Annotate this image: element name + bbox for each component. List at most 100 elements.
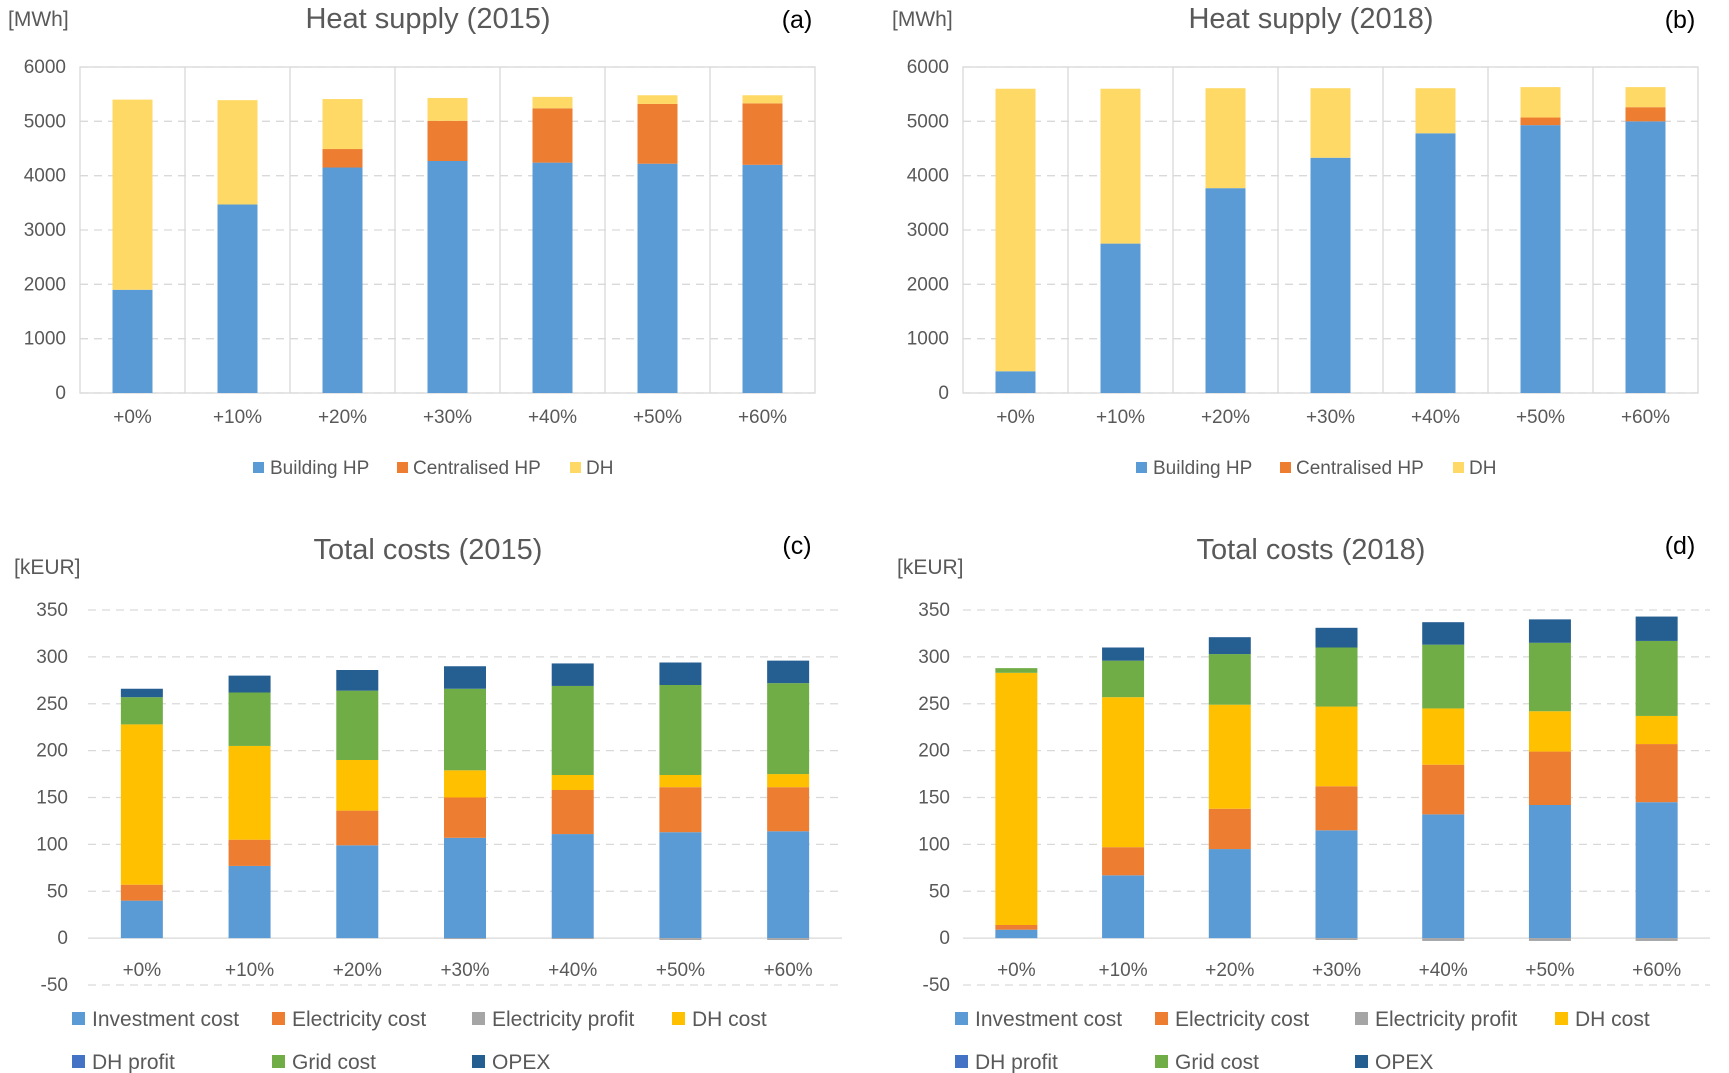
legend-item-electricity-cost: Electricity cost: [272, 1008, 426, 1031]
legend-item-centralised-hp: Centralised HP: [397, 458, 541, 479]
x-category-label: +0%: [996, 407, 1035, 428]
panel-a: [MWh] Heat supply (2015) (a) 0 1000 2000 30…: [8, 3, 816, 479]
bar-segment: [322, 99, 363, 150]
y-tick-label: 1000: [907, 329, 949, 350]
x-category-label: +10%: [1099, 960, 1148, 981]
bar-segment: [637, 163, 678, 393]
bar-segment: [659, 685, 702, 775]
legend-label: Electricity cost: [1175, 1008, 1309, 1031]
bar-segment: [120, 900, 163, 939]
x-category-label: +60%: [1632, 960, 1681, 981]
x-category-label: +30%: [1312, 960, 1361, 981]
bar-segment: [1315, 706, 1358, 787]
bar-segment: [120, 688, 163, 698]
y-tick-label: 150: [36, 788, 68, 809]
legend-label: Centralised HP: [413, 458, 541, 479]
x-category-label: +20%: [1201, 407, 1250, 428]
bar-segment: [228, 675, 271, 693]
y-tick-label: 0: [55, 383, 66, 404]
legend-label: DH cost: [1575, 1008, 1650, 1031]
bar-segment: [551, 790, 594, 835]
bar-segment: [444, 797, 486, 838]
bar-segment: [1315, 830, 1358, 939]
bar-segment: [1310, 88, 1351, 158]
bar-segment: [1528, 619, 1571, 643]
legend-item-building-hp: Building HP: [253, 458, 369, 479]
bar-segment: [228, 692, 271, 746]
panel-c: [kEUR] Total costs (2015) (c) -50 0 50 100 1…: [14, 532, 842, 1073]
x-category-label: +50%: [633, 407, 682, 428]
y-tick-label: 350: [36, 600, 68, 621]
bar-segment: [1315, 627, 1358, 648]
x-category-label: +20%: [1205, 960, 1254, 981]
x-category-label: +0%: [997, 960, 1036, 981]
bar-segment: [427, 160, 468, 393]
bar-segment: [1208, 808, 1251, 850]
bar-segment: [742, 164, 783, 393]
bar-segment: [1102, 697, 1145, 848]
bar-segment: [112, 99, 153, 290]
y-tick-label: 300: [918, 647, 950, 668]
y-tick-label: 50: [929, 881, 950, 902]
bar-segment: [767, 831, 810, 939]
x-category-label: +20%: [333, 960, 382, 981]
bar-segment: [217, 100, 258, 205]
y-tick-label: 0: [939, 928, 950, 949]
legend-swatch: [72, 1012, 85, 1025]
bar-segment: [1208, 849, 1251, 939]
bar-segment: [444, 770, 486, 798]
legend-item-dh-cost: DH cost: [672, 1008, 767, 1031]
legend-swatch: [472, 1055, 485, 1068]
bar-segment: [1208, 654, 1251, 705]
bar-segment: [1422, 814, 1465, 939]
panel-letter: (a): [782, 6, 813, 34]
legend-swatch: [1355, 1012, 1368, 1025]
legend: Investment cost Electricity cost Electri…: [955, 1008, 1650, 1073]
x-category-label: +30%: [440, 960, 489, 981]
bar-segment: [427, 120, 468, 161]
bar-segment: [1208, 704, 1251, 809]
panel-d: [kEUR] Total costs (2018) (d) -50 0 50 100 1…: [897, 532, 1710, 1073]
x-category-label: +20%: [318, 407, 367, 428]
legend-swatch: [272, 1012, 285, 1025]
chart-title: Heat supply (2015): [305, 3, 550, 35]
bar-segment: [1528, 751, 1571, 805]
bar-segment: [1102, 875, 1145, 939]
unit-label: [MWh]: [8, 8, 69, 31]
legend-label: Centralised HP: [1296, 458, 1424, 479]
bar-segment: [228, 839, 271, 866]
bar-segment: [1315, 938, 1358, 940]
legend-label: Grid cost: [1175, 1051, 1259, 1073]
unit-label: [MWh]: [892, 8, 953, 31]
bar-segment: [1635, 640, 1678, 716]
y-tick-label: 1000: [24, 329, 66, 350]
y-tick-label: 150: [918, 788, 950, 809]
bar-segment: [995, 371, 1036, 393]
x-category-label: +10%: [225, 960, 274, 981]
legend-label: DH: [586, 458, 613, 479]
x-category-label: +30%: [1306, 407, 1355, 428]
chart-title: Total costs (2018): [1197, 534, 1426, 566]
bar-segment: [551, 663, 594, 686]
legend-swatch: [955, 1055, 968, 1068]
legend-label: Electricity profit: [1375, 1008, 1518, 1031]
legend-label: Investment cost: [975, 1008, 1122, 1031]
x-category-label: +10%: [1096, 407, 1145, 428]
bar-segment: [551, 685, 594, 775]
legend-item-opex: OPEX: [1355, 1051, 1433, 1073]
bar-segment: [1635, 938, 1678, 941]
bar-segment: [637, 95, 678, 104]
bar-segment: [995, 88, 1036, 372]
bar-segment: [532, 108, 573, 163]
panel-letter: (c): [782, 532, 811, 560]
bar-segment: [1528, 805, 1571, 939]
bar-segment: [322, 167, 363, 393]
bar-segment: [1635, 802, 1678, 939]
y-tick-label: 250: [36, 694, 68, 715]
legend-swatch: [1136, 462, 1147, 473]
bar-segment: [995, 925, 1038, 930]
bar-segment: [995, 668, 1038, 673]
y-tick-label: 100: [36, 834, 68, 855]
bar-segment: [551, 834, 594, 939]
